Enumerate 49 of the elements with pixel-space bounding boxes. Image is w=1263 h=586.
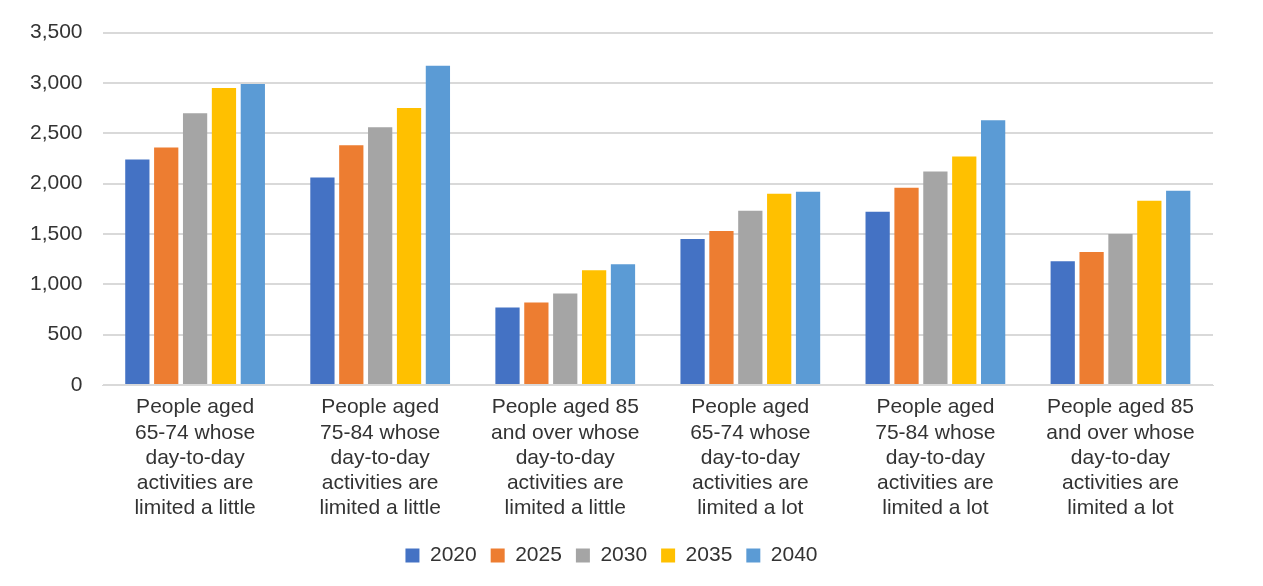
bar xyxy=(795,191,821,384)
bar xyxy=(610,264,636,384)
bar xyxy=(339,145,364,384)
x-tick-label: People aged 85 and over whose day-to-day activities are limited a lot xyxy=(1046,394,1195,519)
bar xyxy=(680,239,705,384)
x-tick-label: People aged 65-74 whose day-to-day activities are limited a little xyxy=(134,394,256,519)
bar xyxy=(923,171,948,384)
bar xyxy=(495,307,520,384)
bar xyxy=(524,302,549,384)
legend-label: 2040 xyxy=(770,542,818,566)
bar xyxy=(1108,233,1133,384)
bar xyxy=(952,156,977,384)
bar xyxy=(368,127,393,384)
legend-label: 2035 xyxy=(685,542,733,566)
y-tick-label: 3,000 xyxy=(29,69,83,93)
y-tick-label: 3,500 xyxy=(29,19,83,43)
bar xyxy=(865,211,890,384)
legend-label: 2020 xyxy=(429,542,477,566)
y-tick-label: 2,000 xyxy=(29,170,83,194)
x-tick-label: People aged 85 and over whose day-to-day activities are limited a little xyxy=(491,394,640,519)
bar xyxy=(125,159,150,384)
bar xyxy=(709,230,734,384)
y-tick-label: 1,500 xyxy=(29,220,83,244)
bar xyxy=(182,113,208,384)
bar xyxy=(211,87,237,384)
bar xyxy=(1137,200,1162,384)
bar xyxy=(1079,252,1104,384)
bar xyxy=(154,147,179,384)
legend-label: 2030 xyxy=(600,542,648,566)
bar xyxy=(425,65,451,384)
bar xyxy=(396,108,422,384)
x-tick-label: People aged 75-84 whose day-to-day activities are limited a lot xyxy=(875,394,996,519)
y-tick-label: 500 xyxy=(47,321,83,345)
bar xyxy=(894,187,919,384)
bar xyxy=(1166,190,1191,384)
y-tick-label: 0 xyxy=(70,371,83,395)
bar xyxy=(767,193,792,384)
y-tick-label: 1,000 xyxy=(29,271,83,295)
bar xyxy=(738,210,763,384)
bar xyxy=(240,83,265,384)
bar xyxy=(310,177,335,384)
bar xyxy=(553,293,578,384)
x-tick-label: People aged 75-84 whose day-to-day activities are limited a little xyxy=(319,394,441,519)
legend-label: 2025 xyxy=(515,542,562,566)
bar xyxy=(581,270,607,384)
bar xyxy=(981,120,1006,384)
bar xyxy=(1050,261,1075,384)
y-tick-label: 2,500 xyxy=(29,120,83,144)
x-tick-label: People aged 65-74 whose day-to-day activities are limited a lot xyxy=(690,394,811,519)
